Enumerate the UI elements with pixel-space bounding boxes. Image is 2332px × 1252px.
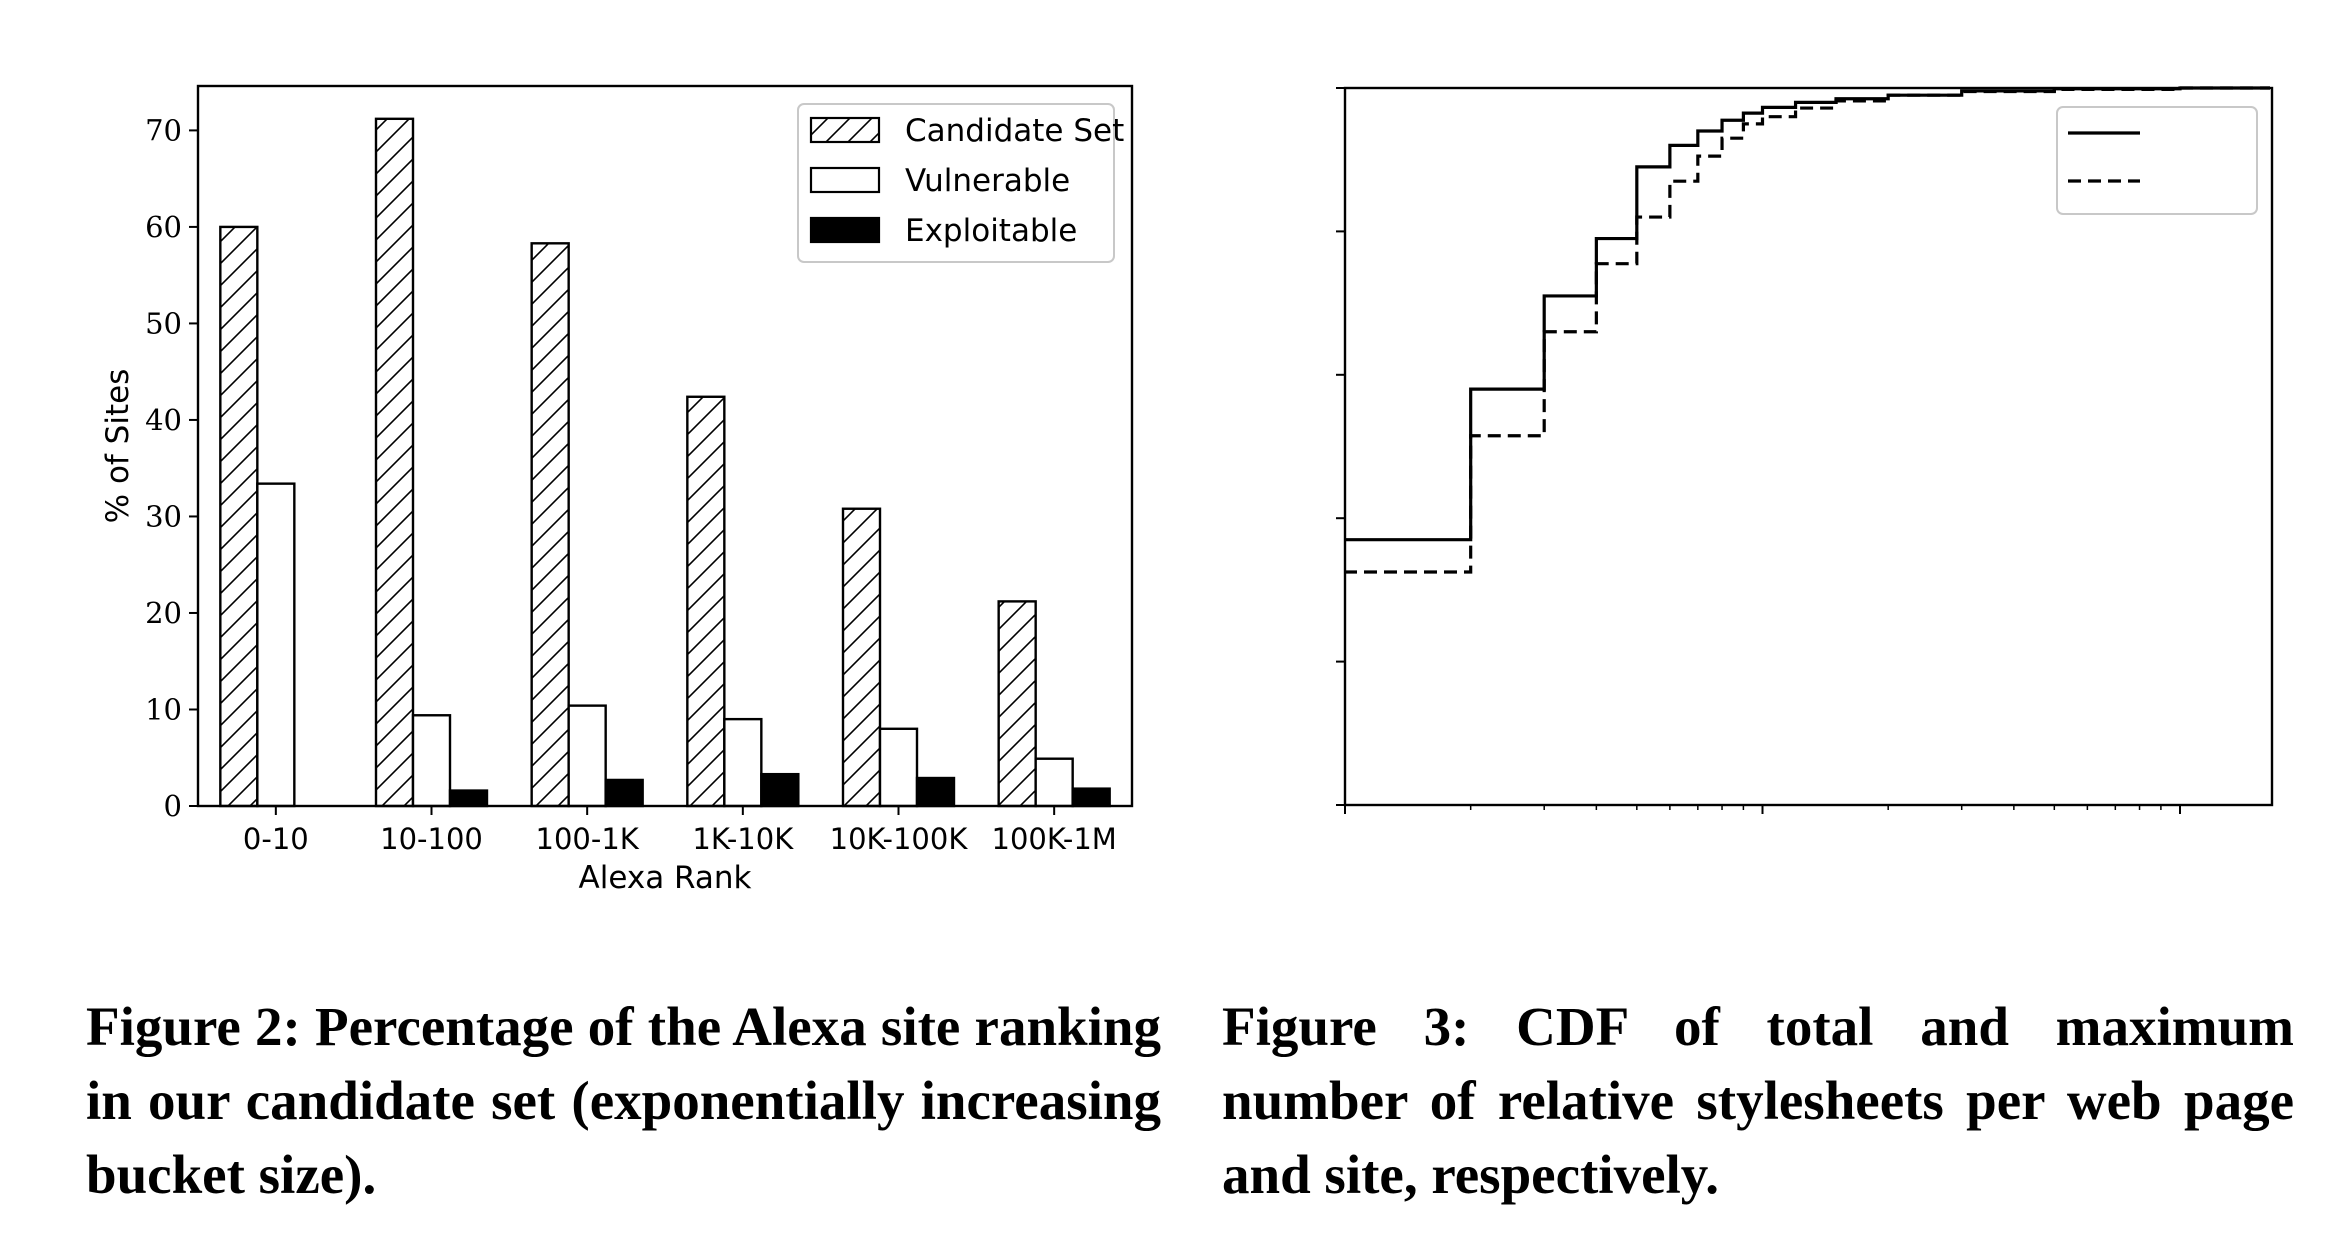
legend-swatch [809,216,881,244]
figure-3-caption: Figure 3: CDF of total and maximum numbe… [1222,996,2294,1205]
x-tick-label: 100K-1M [992,822,1117,856]
bar-exploitable [915,776,956,808]
x-tick-label: 10K-100K [830,822,969,856]
bar-candidate-set [686,395,726,808]
legend [2056,106,2258,215]
bar-exploitable [448,789,489,808]
y-tick-label: 10 [145,692,182,726]
y-axis-label: % of Sites [100,369,136,524]
legend-label: Exploitable [905,213,1077,249]
bar-chart-alexa-rank: 0-10 10-100 100-1K 1K-10K 10K-100K 100K-1M 0 10… [100,84,1134,896]
legend-label: Candidate Set [905,113,1124,149]
bar-candidate-set [374,117,415,808]
bar-candidate-set [997,600,1037,808]
bar-candidate-set [530,242,570,808]
y-tick-label: 40 [145,403,182,437]
x-tick-label: 0-10 [243,822,309,856]
bar-exploitable [760,772,800,808]
x-tick-label: 100-1K [536,822,640,856]
y-tick-label: 60 [145,210,182,244]
legend-swatch [809,166,881,194]
bar-vulnerable [723,717,763,808]
plot-frame [1343,86,2274,807]
legend-box [2056,106,2258,215]
bar-vulnerable [256,482,296,808]
y-tick-label: 0 [164,789,182,823]
x-tick-label: 10-100 [380,822,483,856]
x-tick-label: 1K-10K [692,822,794,856]
cdf-line-solid [1345,86,2270,542]
figure-2-caption: Figure 2: Percentage of the Alexa site r… [86,996,1161,1205]
bar-vulnerable [567,704,607,808]
bar-vulnerable [878,727,919,808]
bar-vulnerable [411,714,452,808]
bar-vulnerable [1034,757,1074,808]
legend-swatch [809,116,881,144]
cdf-chart-stylesheets [1336,86,2274,814]
bar-exploitable [604,778,644,808]
y-tick-label: 50 [145,306,182,340]
y-tick-label: 70 [145,113,182,147]
legend-label: Vulnerable [905,163,1070,199]
bar-candidate-set [841,507,882,808]
y-tick-label: 30 [145,499,182,533]
legend: Candidate Set Vulnerable Exploitable [797,103,1124,263]
bar-exploitable [1071,787,1111,808]
x-axis-label: Alexa Rank [579,860,752,896]
plot-frame [196,84,1134,808]
y-tick-label: 20 [145,596,182,630]
bar-candidate-set [219,225,259,808]
